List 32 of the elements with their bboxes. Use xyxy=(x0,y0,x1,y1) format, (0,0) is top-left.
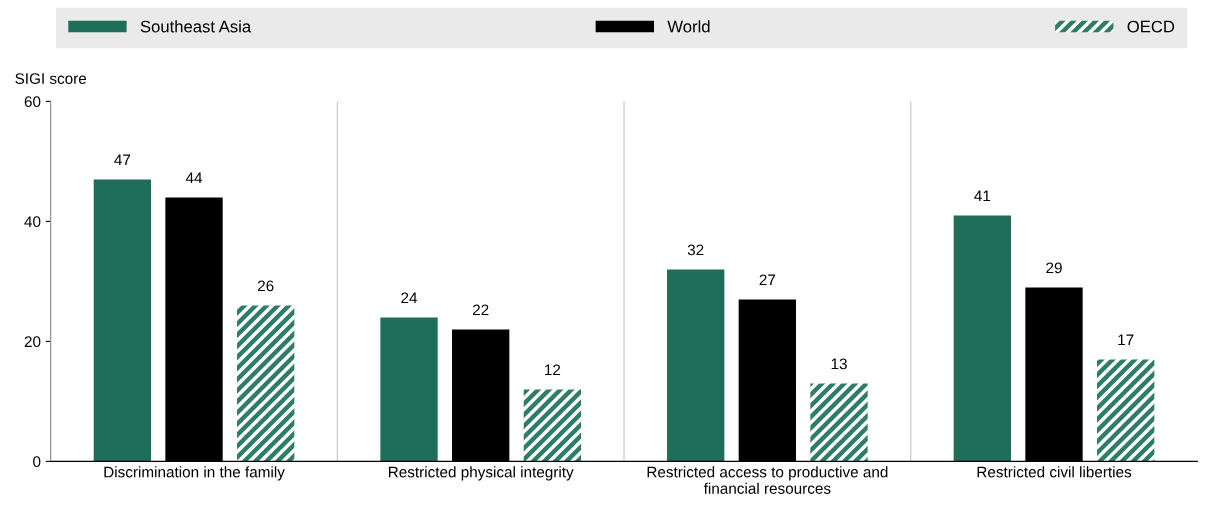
bar xyxy=(953,215,1012,462)
data-label: 41 xyxy=(974,190,991,202)
bar xyxy=(810,383,868,462)
x-tick-label: Restricted physical integrity xyxy=(388,466,574,481)
y-tick-label: 40 xyxy=(24,216,41,228)
x-tick-label: Restricted access to productive and financial resources xyxy=(647,466,888,494)
data-label: 44 xyxy=(185,172,203,184)
bar xyxy=(93,179,152,462)
data-label: 29 xyxy=(1046,262,1062,274)
data-label: 22 xyxy=(472,304,489,316)
x-tick-label: Restricted civil liberties xyxy=(977,466,1132,478)
data-label: 12 xyxy=(545,364,561,376)
bar xyxy=(523,389,582,462)
bar xyxy=(1097,359,1155,462)
y-tick-label: 20 xyxy=(24,336,41,348)
data-label: 26 xyxy=(257,280,274,292)
y-tick-label: 0 xyxy=(33,456,41,468)
legend-label: Southeast Asia xyxy=(140,20,252,33)
bar xyxy=(237,305,295,462)
data-label: 13 xyxy=(831,358,847,370)
data-label: 24 xyxy=(401,292,418,304)
data-label: 47 xyxy=(114,154,131,166)
data-label: 32 xyxy=(687,244,704,256)
bar xyxy=(667,269,725,462)
legend-label: OECD xyxy=(1127,20,1175,33)
y-axis-title: SIGI score xyxy=(15,73,87,84)
y-tick-label: 60 xyxy=(24,96,41,108)
bar xyxy=(380,317,438,462)
x-tick-label: Discrimination in the family xyxy=(104,466,285,481)
data-label: 27 xyxy=(759,274,776,286)
legend-label: World xyxy=(667,20,710,33)
data-label: 17 xyxy=(1118,334,1134,346)
